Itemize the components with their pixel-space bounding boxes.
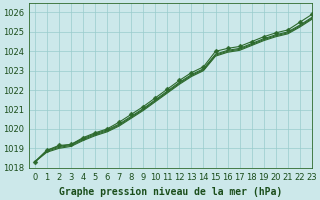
X-axis label: Graphe pression niveau de la mer (hPa): Graphe pression niveau de la mer (hPa) (59, 187, 282, 197)
